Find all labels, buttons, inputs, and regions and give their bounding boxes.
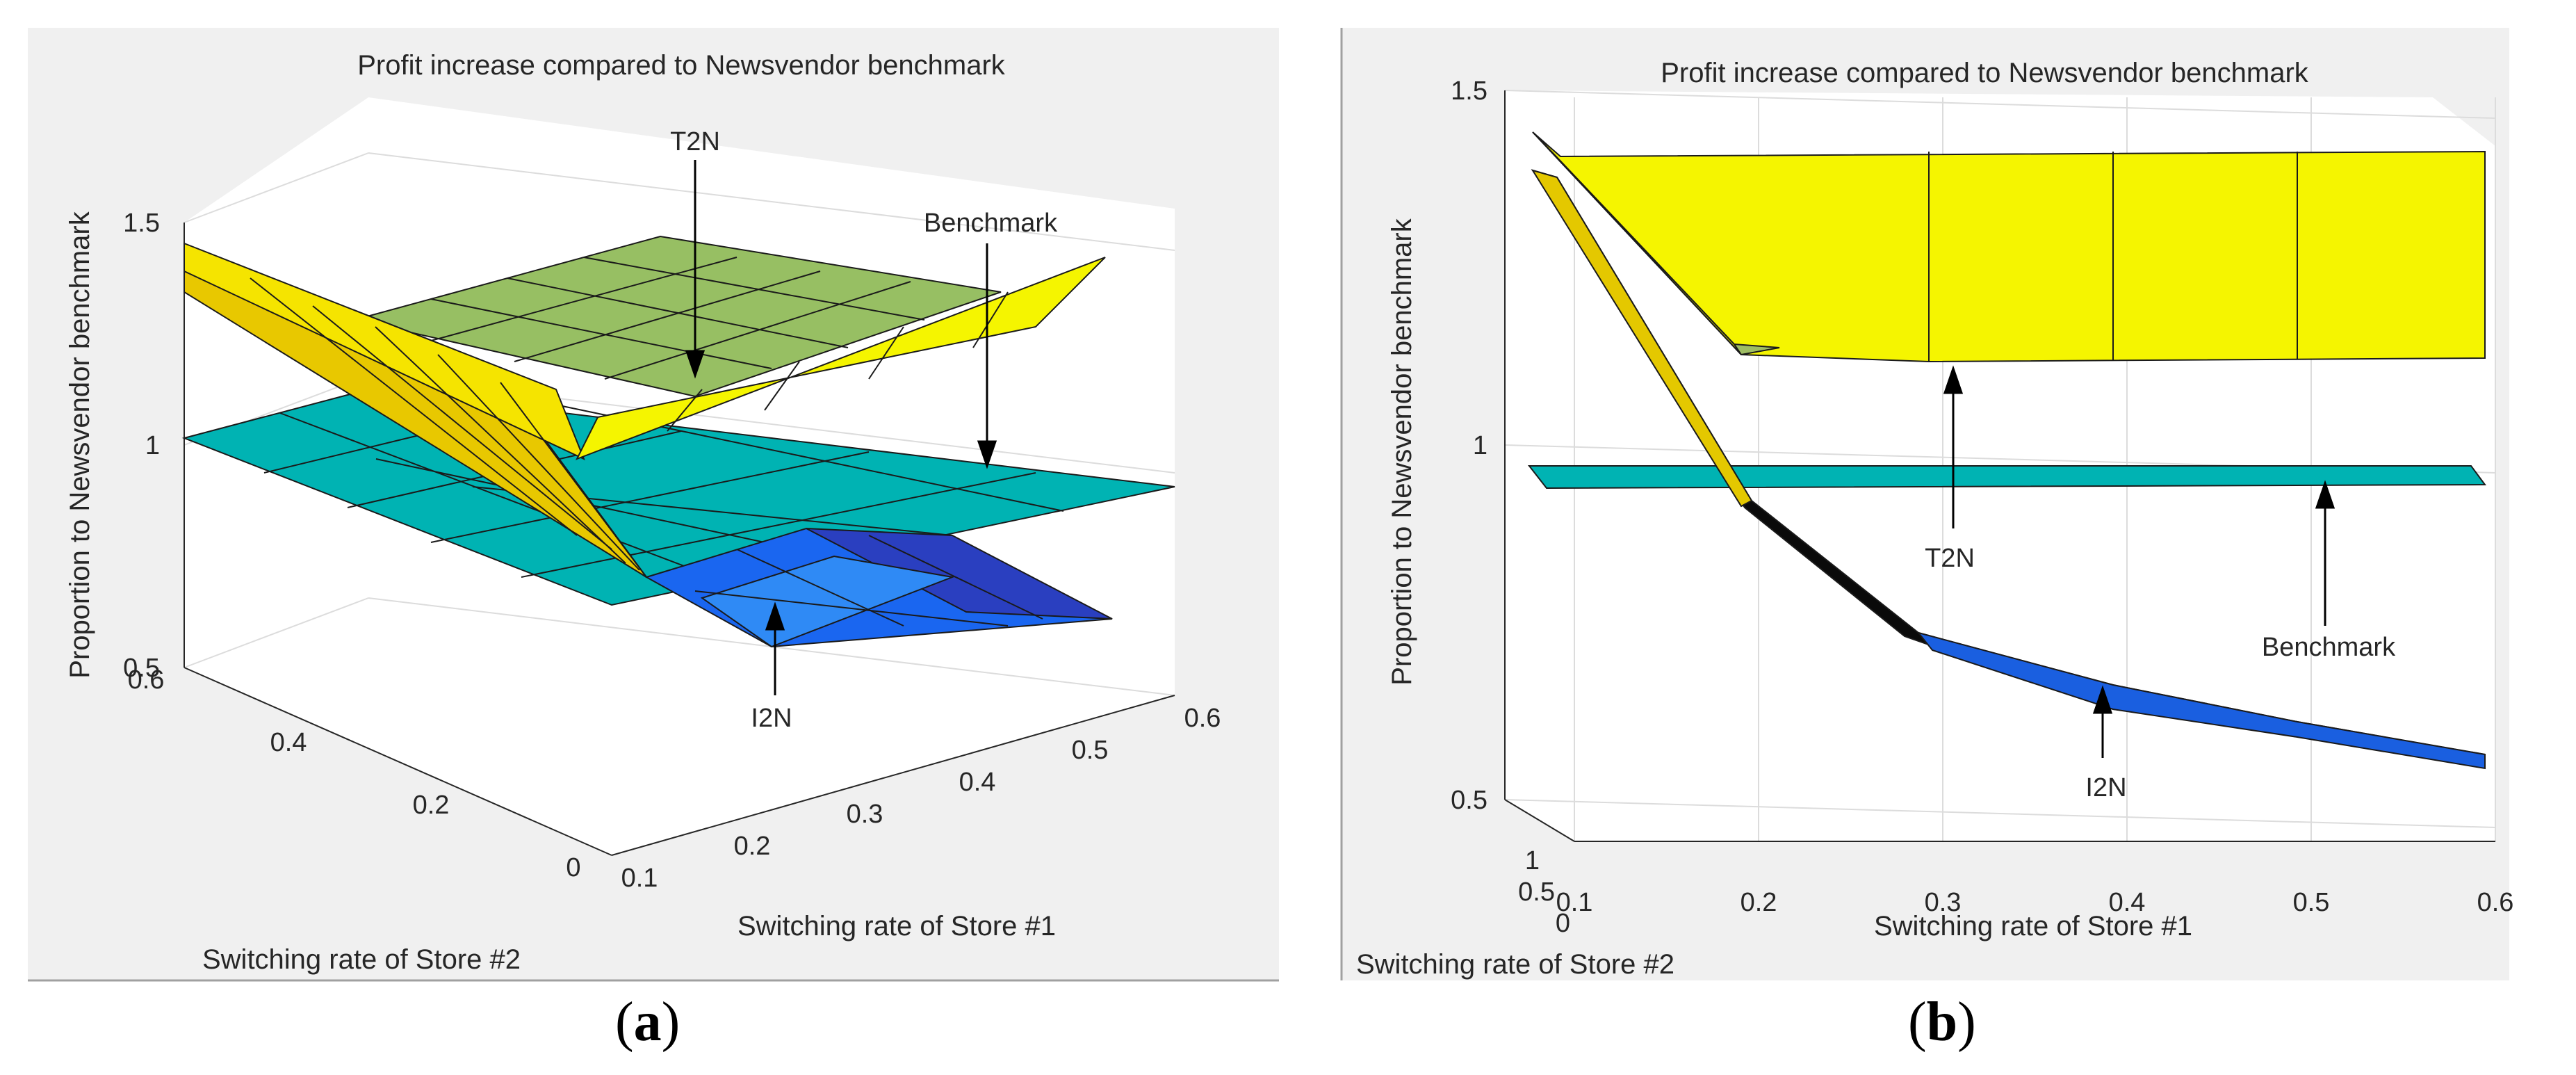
- panel-a-gridline: [184, 152, 369, 223]
- panel-a-y-tick: 0.6: [128, 665, 165, 695]
- panel-b-i2n-surface: [1531, 169, 2486, 770]
- panel-a-t2n-surface: [184, 242, 1106, 578]
- panel-b-z-ticks: 0.5 1 1.5: [1451, 76, 1487, 815]
- panel-a-t2n-label: T2N: [670, 127, 720, 156]
- panel-a-gridline: [184, 597, 369, 668]
- panel-b-x-ticks: 0.1 0.2 0.3 0.4 0.5 0.6: [1556, 888, 2514, 917]
- panel-a-i2n-label: I2N: [751, 704, 792, 733]
- panel-b-z-tick: 1.5: [1451, 76, 1487, 106]
- panel-a-y-tick: 0: [566, 853, 580, 882]
- panel-a-z-tick: 1: [145, 431, 160, 460]
- panel-b-caption: (b): [1908, 992, 1976, 1053]
- panel-b-gridline: [1504, 799, 2496, 828]
- panel-a-arrows: [685, 160, 997, 695]
- panel-a-benchmark-label: Benchmark: [924, 209, 1058, 238]
- panel-b-x-tick: 0.4: [2109, 888, 2146, 917]
- panel-b-y-ticks: 10.50: [1518, 846, 1570, 938]
- panel-a-y-tick: 0.4: [270, 728, 307, 757]
- panel-a-x-tick: 0.5: [1072, 736, 1109, 765]
- panel-b-gridline: [1504, 90, 2496, 119]
- panel-a-z-tick: 0.5: [123, 654, 160, 683]
- arrow-head-icon: [765, 601, 785, 631]
- panel-a-floor: [184, 598, 1175, 855]
- arrow-head-icon: [1943, 365, 1964, 394]
- panel-a-z-ticks: 0.5 1 1.5: [123, 209, 160, 683]
- panel-a-x-tick: 0.3: [847, 800, 883, 829]
- panel-b-x-tick: 0.2: [1741, 888, 1777, 917]
- panel-a-x-tick: 0.6: [1184, 704, 1221, 733]
- panel-b-i2n-label: I2N: [2085, 773, 2126, 802]
- panel-b-ylabel: Switching rate of Store #2: [1356, 949, 1674, 980]
- panel-a: Profit increase compared to Newsvendor b…: [28, 28, 1279, 982]
- panel-b-y-tick: 1: [1525, 846, 1540, 875]
- arrow-head-icon: [2092, 685, 2113, 714]
- panel-b-zlabel: Proportion to Newsvendor benchmark: [1387, 218, 1417, 685]
- panel-a-x-tick: 0.4: [959, 768, 996, 797]
- panel-a-y-ticks: 0 0.2 0.4 0.6: [128, 665, 581, 882]
- panel-a-xlabel: Switching rate of Store #1: [737, 911, 1056, 941]
- panel-a-t2n-plane: [354, 235, 1002, 398]
- panel-a-z-tick: 1.5: [123, 209, 160, 238]
- panel-b-y-tick: 0: [1556, 909, 1570, 938]
- panel-a-title: Profit increase compared to Newsvendor b…: [357, 50, 1006, 81]
- panel-b-x-tick: 0.6: [2477, 888, 2514, 917]
- panel-b-xlabel: Switching rate of Store #1: [1874, 911, 2192, 941]
- panel-b-y-tick: 0.5: [1518, 878, 1555, 907]
- panel-b-benchmark-surface: [1527, 465, 2486, 490]
- arrow-head-icon: [977, 440, 997, 469]
- panel-a-caption: (a): [615, 992, 680, 1053]
- panel-b-axis-lines: [1504, 90, 2495, 842]
- panel-a-axis-lines: [184, 223, 1175, 856]
- panel-a-ylabel: Switching rate of Store #2: [202, 944, 521, 975]
- panel-a-zlabel: Proportion to Newsvendor benchmark: [65, 211, 95, 678]
- panel-b-x-tick: 0.1: [1556, 888, 1593, 917]
- panel-b-x-tick: 0.5: [2293, 888, 2330, 917]
- arrow-head-icon: [685, 350, 706, 379]
- panel-b-t2n-label: T2N: [1925, 544, 1975, 573]
- panel-a-x-tick: 0.2: [734, 832, 771, 861]
- panel-b-t2n-surface: [1532, 131, 2486, 363]
- arrow-head-icon: [2315, 480, 2335, 509]
- panel-a-gridline: [368, 152, 1175, 251]
- panel-a-y-tick: 0.2: [413, 791, 450, 820]
- panel-a-x-ticks: 0.1 0.2 0.3 0.4 0.5 0.6: [621, 704, 1221, 893]
- panel-b-title: Profit increase compared to Newsvendor b…: [1661, 58, 2309, 88]
- panel-b-z-tick: 0.5: [1451, 786, 1487, 815]
- panel-b-x-tick: 0.3: [1925, 888, 1962, 917]
- panel-b-z-tick: 1: [1473, 431, 1487, 460]
- panel-b-benchmark-label: Benchmark: [2262, 633, 2396, 662]
- panel-b: Profit increase compared to Newsvendor b…: [1340, 28, 2514, 980]
- panel-a-x-tick: 0.1: [621, 864, 658, 893]
- panel-a-i2n-surface: [644, 527, 1113, 648]
- panel-b-arrows: [1943, 365, 2335, 758]
